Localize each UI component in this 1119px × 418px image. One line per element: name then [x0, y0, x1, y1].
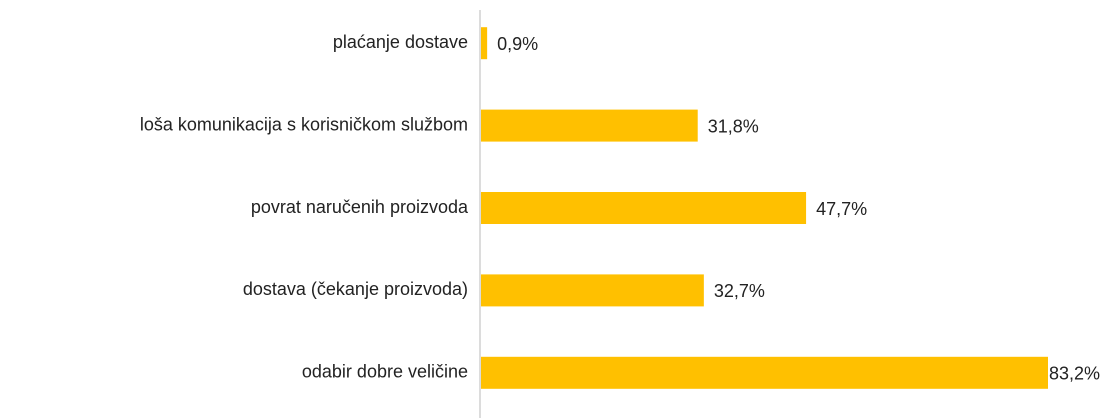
bar — [481, 356, 1048, 389]
value-label: 32,7% — [714, 281, 765, 301]
category-label: dostava (čekanje proizvoda) — [243, 279, 468, 299]
value-label: 31,8% — [708, 116, 759, 136]
category-label: povrat naručenih proizvoda — [251, 197, 469, 217]
bar — [481, 274, 704, 307]
bar — [481, 27, 488, 60]
value-label: 83,2% — [1049, 364, 1100, 384]
category-label: plaćanje dostave — [333, 32, 468, 52]
value-label: 0,9% — [497, 34, 538, 54]
bar — [481, 192, 807, 224]
bar — [481, 109, 698, 142]
value-label: 47,7% — [816, 199, 867, 219]
category-label: odabir dobre veličine — [302, 362, 468, 382]
category-label: loša komunikacija s korisničkom službom — [140, 114, 468, 134]
